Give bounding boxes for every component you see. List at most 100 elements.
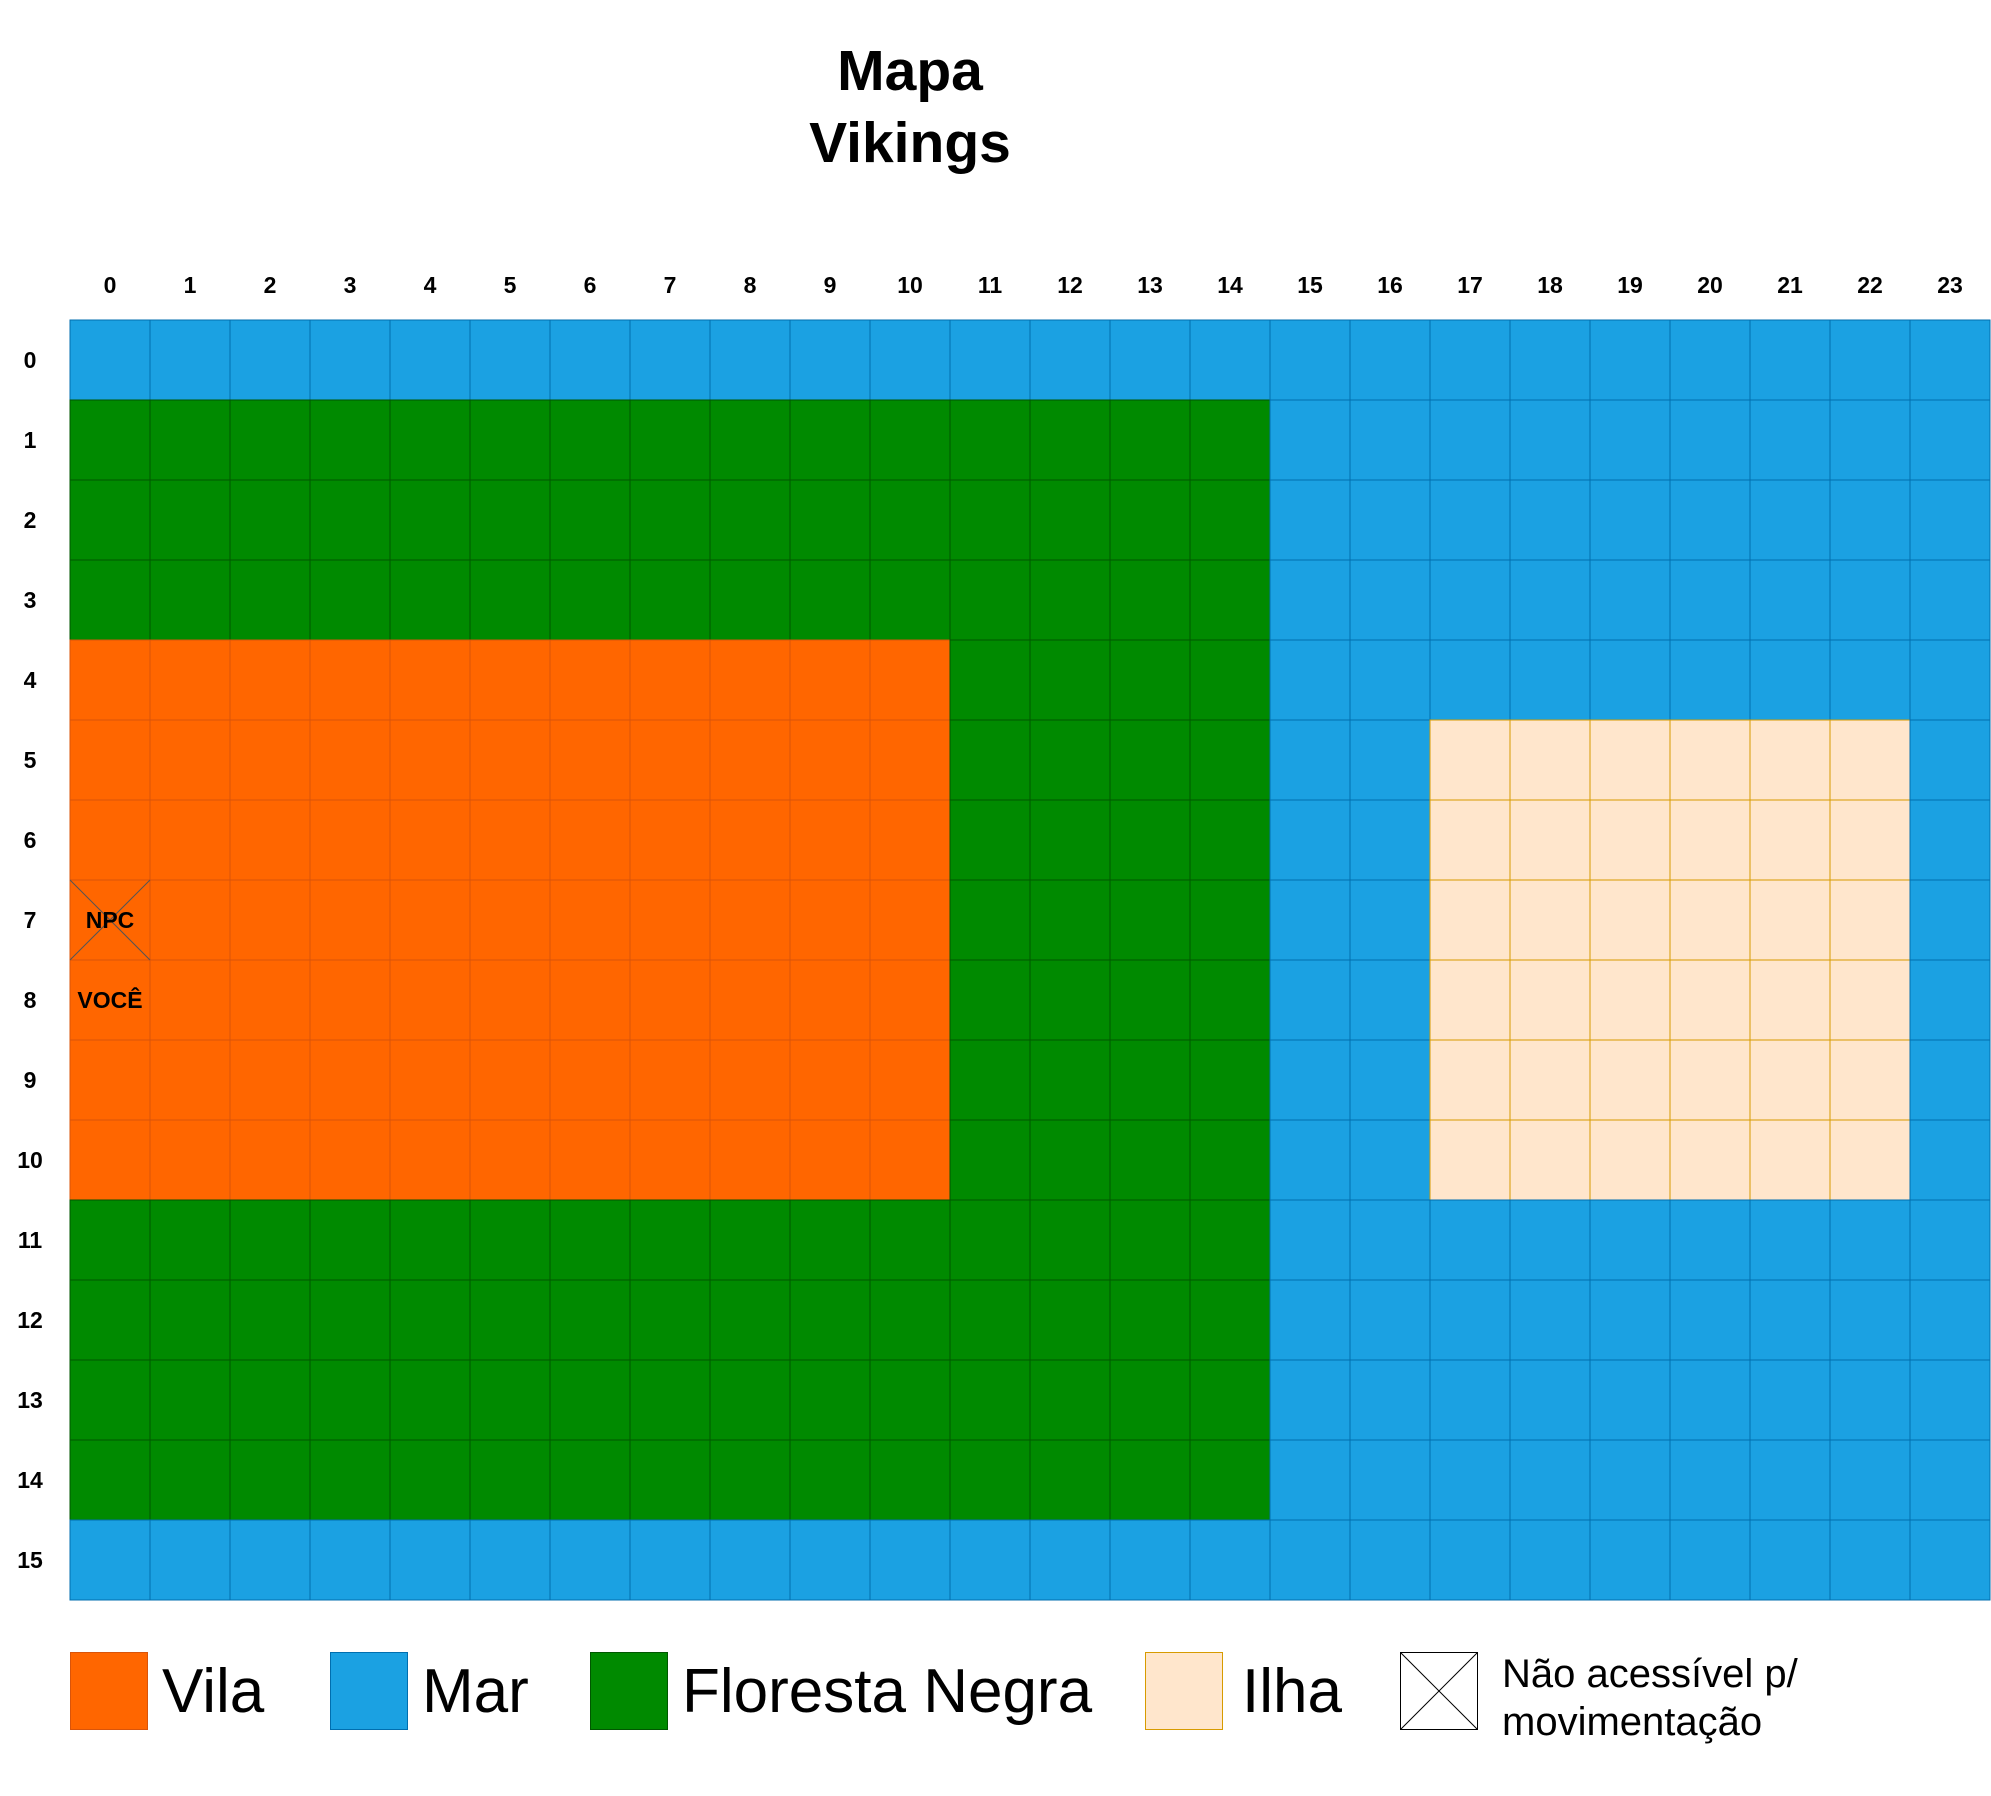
map-cell-floresta[interactable]	[389, 1199, 471, 1281]
map-cell-floresta[interactable]	[629, 559, 711, 641]
map-cell-floresta[interactable]	[1029, 1439, 1111, 1521]
map-cell-vila[interactable]	[709, 1119, 791, 1201]
map-cell-mar[interactable]	[389, 1519, 471, 1601]
map-cell-mar[interactable]	[1349, 1199, 1431, 1281]
map-cell-mar[interactable]	[1829, 1279, 1911, 1361]
map-cell-mar[interactable]	[789, 319, 871, 401]
map-cell-mar[interactable]	[1749, 1279, 1831, 1361]
map-cell-vila[interactable]	[229, 1119, 311, 1201]
map-cell-floresta[interactable]	[709, 479, 791, 561]
map-cell-mar[interactable]	[1589, 1519, 1671, 1601]
map-cell-floresta[interactable]	[469, 1279, 551, 1361]
map-cell-vila[interactable]	[469, 1039, 551, 1121]
map-cell-mar[interactable]	[1429, 479, 1511, 561]
map-cell-mar[interactable]	[1429, 1359, 1511, 1441]
map-cell-floresta[interactable]	[869, 1279, 951, 1361]
map-cell-vila[interactable]	[869, 879, 951, 961]
map-cell-vila[interactable]	[549, 959, 631, 1041]
map-cell-floresta[interactable]	[789, 1199, 871, 1281]
map-cell-floresta[interactable]	[549, 559, 631, 641]
map-cell-mar[interactable]	[1589, 1279, 1671, 1361]
map-cell-vila[interactable]	[69, 1119, 151, 1201]
map-cell-vila[interactable]	[629, 639, 711, 721]
map-cell-mar[interactable]	[1269, 1439, 1351, 1521]
map-cell-vila[interactable]	[389, 879, 471, 961]
map-cell-mar[interactable]	[1589, 479, 1671, 561]
map-cell-floresta[interactable]	[709, 399, 791, 481]
map-cell-floresta[interactable]	[789, 1439, 871, 1521]
map-cell-vila[interactable]	[309, 719, 391, 801]
map-cell-ilha[interactable]	[1749, 879, 1831, 961]
map-cell-ilha[interactable]	[1589, 959, 1671, 1041]
map-cell-vila[interactable]	[869, 639, 951, 721]
map-cell-ilha[interactable]	[1429, 719, 1511, 801]
map-cell-mar[interactable]	[1749, 1199, 1831, 1281]
map-cell-ilha[interactable]	[1589, 1119, 1671, 1201]
map-cell-floresta[interactable]	[629, 1279, 711, 1361]
map-cell-floresta[interactable]	[229, 1199, 311, 1281]
map-cell-mar[interactable]	[1829, 399, 1911, 481]
map-cell-mar[interactable]	[549, 1519, 631, 1601]
map-cell-mar[interactable]	[1349, 399, 1431, 481]
map-cell-mar[interactable]	[789, 1519, 871, 1601]
map-cell-vila[interactable]	[149, 959, 231, 1041]
map-cell-mar[interactable]	[1749, 1519, 1831, 1601]
map-cell-vila[interactable]	[389, 799, 471, 881]
map-cell-floresta[interactable]	[949, 1439, 1031, 1521]
map-cell-mar[interactable]	[1269, 1279, 1351, 1361]
map-cell-vila[interactable]	[229, 799, 311, 881]
map-cell-vila[interactable]	[469, 719, 551, 801]
map-cell-floresta[interactable]	[1109, 1279, 1191, 1361]
map-cell-mar[interactable]	[1749, 639, 1831, 721]
map-cell-floresta[interactable]	[869, 1439, 951, 1521]
map-cell-floresta[interactable]	[1029, 399, 1111, 481]
map-cell-mar[interactable]	[1909, 319, 1991, 401]
map-cell-floresta[interactable]	[309, 1439, 391, 1521]
map-cell-mar[interactable]	[1909, 1199, 1991, 1281]
map-cell-ilha[interactable]	[1509, 799, 1591, 881]
map-cell-vila[interactable]	[309, 639, 391, 721]
map-cell-floresta[interactable]	[949, 1279, 1031, 1361]
map-cell-mar[interactable]	[1349, 1279, 1431, 1361]
map-cell-vila[interactable]	[469, 639, 551, 721]
map-cell-mar[interactable]	[1509, 1279, 1591, 1361]
map-cell-mar[interactable]	[1909, 1039, 1991, 1121]
map-cell-floresta[interactable]	[709, 559, 791, 641]
map-cell-floresta[interactable]	[1109, 479, 1191, 561]
map-cell-mar[interactable]	[1269, 879, 1351, 961]
map-cell-floresta[interactable]	[1029, 1199, 1111, 1281]
map-cell-vila[interactable]	[389, 1119, 471, 1201]
map-cell-vila[interactable]	[549, 1119, 631, 1201]
map-cell-ilha[interactable]	[1589, 1039, 1671, 1121]
map-cell-mar[interactable]	[1749, 1359, 1831, 1441]
map-cell-floresta[interactable]	[1109, 1199, 1191, 1281]
map-cell-floresta[interactable]	[1029, 719, 1111, 801]
map-cell-mar[interactable]	[1269, 799, 1351, 881]
map-cell-mar[interactable]	[1749, 1439, 1831, 1521]
map-cell-floresta[interactable]	[949, 559, 1031, 641]
map-cell-mar[interactable]	[1509, 399, 1591, 481]
map-cell-floresta[interactable]	[469, 559, 551, 641]
map-cell-vila[interactable]	[789, 719, 871, 801]
map-cell-mar[interactable]	[1909, 1439, 1991, 1521]
map-cell-vila[interactable]	[549, 1039, 631, 1121]
map-cell-mar[interactable]	[549, 319, 631, 401]
map-cell-ilha[interactable]	[1749, 1039, 1831, 1121]
map-cell-mar[interactable]	[1429, 319, 1511, 401]
map-cell-mar[interactable]	[1109, 319, 1191, 401]
map-cell-mar[interactable]	[1509, 1199, 1591, 1281]
map-cell-floresta[interactable]	[789, 1359, 871, 1441]
map-cell-mar[interactable]	[709, 1519, 791, 1601]
map-cell-floresta[interactable]	[549, 399, 631, 481]
map-cell-vila[interactable]	[709, 879, 791, 961]
map-cell-mar[interactable]	[1909, 799, 1991, 881]
map-cell-ilha[interactable]	[1749, 1119, 1831, 1201]
map-cell-mar[interactable]	[1909, 879, 1991, 961]
map-cell-ilha[interactable]	[1509, 719, 1591, 801]
map-cell-vila[interactable]	[469, 799, 551, 881]
map-cell-floresta[interactable]	[229, 399, 311, 481]
map-cell-mar[interactable]	[229, 319, 311, 401]
map-cell-floresta[interactable]	[789, 479, 871, 561]
map-cell-mar[interactable]	[1269, 1199, 1351, 1281]
map-cell-vila[interactable]	[629, 719, 711, 801]
